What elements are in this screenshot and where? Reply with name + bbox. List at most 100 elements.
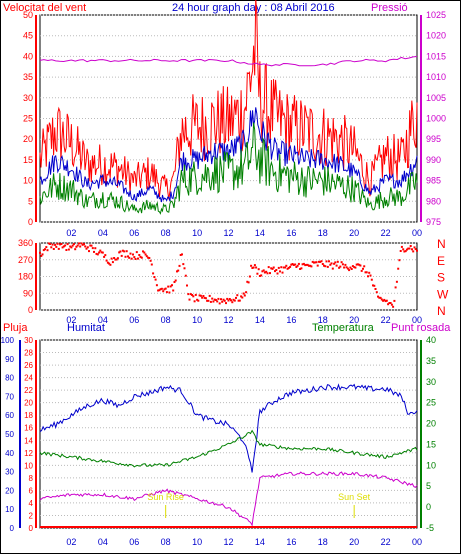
direction-point xyxy=(226,297,229,300)
direction-point xyxy=(374,288,377,290)
humidity-x-tick: 20 xyxy=(349,537,359,547)
direction-point xyxy=(286,267,289,270)
direction-point xyxy=(104,254,107,257)
direction-point xyxy=(47,242,50,245)
direction-point xyxy=(181,253,183,256)
wind-x-tick: 10 xyxy=(192,228,202,238)
direction-point xyxy=(169,285,172,288)
tick-label-layer: 0510152025303540455097598098599099510001… xyxy=(1,10,449,547)
direction-point xyxy=(110,257,113,260)
direction-point xyxy=(227,299,230,302)
rain-tick: 6 xyxy=(29,486,34,495)
direction-point xyxy=(384,300,387,303)
direction-point xyxy=(404,250,407,253)
humidity-x-tick: 10 xyxy=(192,537,202,547)
direction-point xyxy=(220,298,222,301)
direction-point xyxy=(304,264,307,267)
series-pressure xyxy=(39,56,418,67)
rain-label: Pluja xyxy=(3,322,28,334)
direction-point xyxy=(245,291,248,294)
direction-point xyxy=(270,267,273,270)
temperature-tick: 40 xyxy=(426,335,436,345)
direction-point xyxy=(40,254,43,257)
direction-point xyxy=(291,263,294,265)
direction-point xyxy=(163,288,166,291)
wind-left-tick: 10 xyxy=(23,176,33,186)
direction-point xyxy=(56,242,59,245)
direction-x-tick: 14 xyxy=(255,315,265,325)
wind-x-tick: 08 xyxy=(161,228,171,238)
direction-point xyxy=(222,298,225,301)
series-dewpoint xyxy=(39,471,418,527)
wind-x-tick: 02 xyxy=(66,228,76,238)
direction-point xyxy=(263,271,266,274)
direction-point xyxy=(94,247,97,250)
direction-point xyxy=(39,251,41,254)
direction-point xyxy=(261,270,264,273)
direction-point xyxy=(167,285,170,288)
direction-point xyxy=(319,260,322,263)
direction-point xyxy=(256,272,259,275)
temperature-tick: 0 xyxy=(426,502,431,512)
direction-point xyxy=(70,246,73,249)
humidity-x-tick: 16 xyxy=(286,537,296,547)
direction-point xyxy=(196,298,199,301)
direction-point xyxy=(54,243,57,246)
direction-point xyxy=(179,254,182,256)
direction-point xyxy=(368,271,371,274)
direction-x-tick: 02 xyxy=(66,315,76,325)
direction-point xyxy=(134,258,137,260)
humidity-x-tick: 22 xyxy=(381,537,391,547)
humidity-x-tick: 06 xyxy=(129,537,139,547)
direction-point xyxy=(313,261,315,264)
direction-point xyxy=(99,249,102,252)
direction-point xyxy=(119,250,122,253)
direction-point xyxy=(394,286,397,289)
direction-point xyxy=(247,281,250,284)
direction-point xyxy=(105,259,108,262)
pressure-right-tick: 1015 xyxy=(426,51,446,61)
temperature-tick: 10 xyxy=(426,460,436,470)
direction-point xyxy=(49,243,52,245)
direction-point xyxy=(305,263,308,266)
direction-point xyxy=(174,279,177,282)
direction-point xyxy=(408,247,411,250)
humidity-x-tick: 00 xyxy=(412,537,422,547)
direction-point xyxy=(83,243,85,246)
direction-point xyxy=(213,298,216,301)
direction-point xyxy=(142,250,144,253)
direction-point xyxy=(365,271,368,274)
rain-tick: 28 xyxy=(24,349,33,358)
direction-point xyxy=(271,267,274,270)
direction-point xyxy=(395,280,398,283)
direction-point xyxy=(297,262,300,265)
direction-point xyxy=(306,263,309,266)
humidity-tick: 40 xyxy=(5,449,14,458)
wind-x-tick: 16 xyxy=(286,228,296,238)
rain-tick: 16 xyxy=(24,424,33,433)
direction-point xyxy=(90,244,93,247)
series-wind_min xyxy=(39,122,418,215)
direction-point xyxy=(272,266,275,269)
direction-left-tick: 180 xyxy=(18,272,33,282)
direction-point xyxy=(59,243,62,246)
rain-tick: 10 xyxy=(24,461,33,470)
direction-point xyxy=(393,299,396,302)
direction-point xyxy=(299,268,302,270)
direction-x-tick: 00 xyxy=(412,315,422,325)
direction-point xyxy=(66,243,69,246)
direction-point xyxy=(50,246,53,249)
direction-point xyxy=(230,299,232,302)
pressure-right-tick: 985 xyxy=(426,176,441,186)
wind-left-tick: 25 xyxy=(23,114,33,124)
wind-left-tick: 50 xyxy=(23,10,33,20)
direction-point xyxy=(89,244,92,247)
direction-point xyxy=(171,284,173,287)
pressure-right-tick: 1005 xyxy=(426,93,446,103)
direction-point xyxy=(369,274,372,277)
direction-point xyxy=(71,244,74,247)
direction-point xyxy=(45,246,48,249)
direction-point xyxy=(202,295,205,297)
direction-point xyxy=(290,263,293,266)
